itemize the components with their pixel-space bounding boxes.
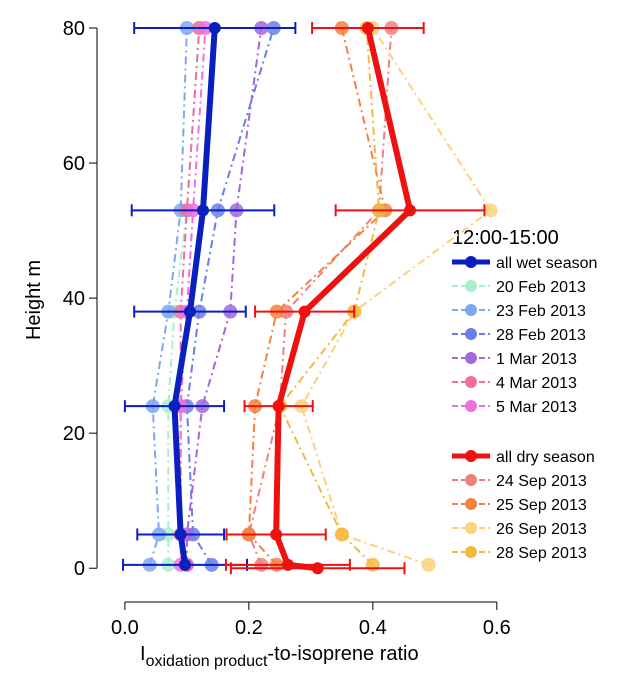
series-line: [185, 27, 263, 565]
x-tick-label: 0.0: [111, 617, 139, 639]
x-tick-label: 0.4: [359, 617, 387, 639]
series-line: [185, 27, 275, 566]
series-line: [273, 27, 414, 572]
y-tick-label: 80: [63, 18, 85, 40]
series-line: [148, 27, 188, 566]
legend-label: 28 Feb 2013: [496, 327, 586, 344]
data-point: [281, 558, 294, 571]
data-point: [365, 557, 380, 572]
legend-label: all dry season: [496, 449, 595, 466]
legend: all wet season 20 Feb 2013 23 Feb 2013 28 F…: [452, 255, 597, 562]
series-line: [247, 27, 387, 566]
data-point: [334, 527, 349, 542]
legend-label: 5 Mar 2013: [496, 399, 577, 416]
series-line: [278, 27, 381, 566]
legend-swatch-dot: [465, 450, 477, 462]
series-line: [300, 27, 492, 566]
data-point: [298, 305, 311, 318]
y-axis-title: Height m: [23, 260, 45, 340]
legend-swatch-dot: [465, 400, 477, 412]
data-point: [270, 528, 283, 541]
y-tick-label: 60: [63, 153, 85, 175]
data-point: [483, 203, 498, 218]
legend-label: 4 Mar 2013: [496, 375, 577, 392]
legend-label: 28 Sep 2013: [496, 545, 587, 562]
legend-swatch-dot: [465, 546, 477, 558]
legend-title: 12:00-15:00: [452, 227, 559, 249]
x-title-rest: -to-isoprene ratio: [267, 643, 418, 665]
x-title-sub: oxidation product: [146, 653, 268, 670]
legend-swatch-dot: [465, 280, 477, 292]
legend-label: 23 Feb 2013: [496, 303, 586, 320]
x-tick-label: 0.2: [235, 617, 263, 639]
data-point: [272, 400, 285, 413]
legend-swatch-dot: [465, 498, 477, 510]
legend-label: 25 Sep 2013: [496, 497, 587, 514]
x-title-main: I: [140, 643, 146, 665]
data-point: [174, 528, 187, 541]
legend-swatch-dot: [465, 376, 477, 388]
y-tick-label: 0: [74, 558, 85, 580]
data-point: [421, 557, 436, 572]
data-point: [404, 204, 417, 217]
data-point: [361, 22, 374, 34]
y-tick-label: 40: [63, 288, 85, 310]
legend-swatch-dot: [465, 328, 477, 340]
legend-swatch-dot: [465, 522, 477, 534]
data-point: [311, 562, 324, 575]
y-tick-label: 20: [63, 423, 85, 445]
x-axis-title: Ioxidation product-to-isoprene ratio: [140, 643, 419, 670]
legend-label: 24 Sep 2013: [496, 473, 587, 490]
legend-label: 26 Sep 2013: [496, 521, 587, 538]
x-tick-label: 0.6: [483, 617, 511, 639]
data-point: [183, 305, 196, 318]
legend-swatch-dot: [465, 256, 477, 268]
legend-swatch-dot: [465, 352, 477, 364]
data-point: [179, 558, 192, 571]
data-point: [208, 22, 221, 34]
legend-label: 20 Feb 2013: [496, 279, 586, 296]
legend-swatch-dot: [465, 304, 477, 316]
data-point: [168, 400, 181, 413]
legend-label: 1 Mar 2013: [496, 351, 577, 368]
legend-swatch-dot: [465, 474, 477, 486]
data-point: [196, 204, 209, 217]
legend-label: all wet season: [496, 255, 597, 272]
series-line: [247, 27, 393, 566]
